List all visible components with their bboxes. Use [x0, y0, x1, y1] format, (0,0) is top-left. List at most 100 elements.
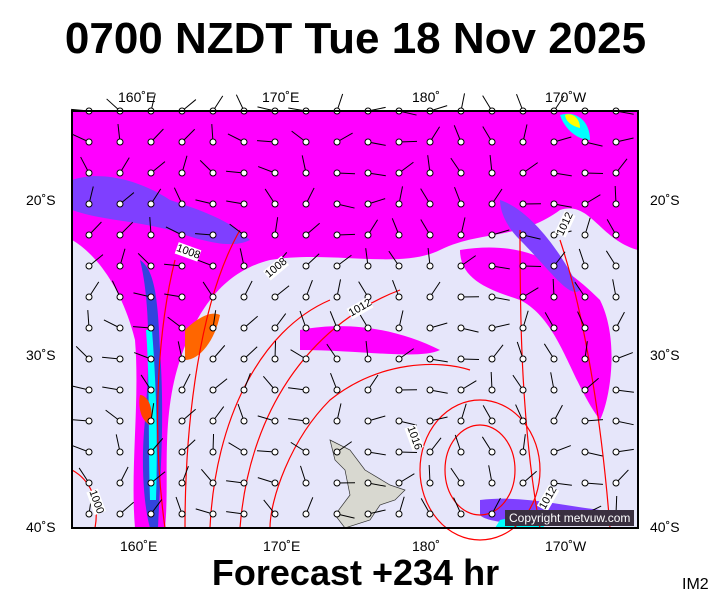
station-marker — [333, 479, 341, 487]
lat-label-left: 40˚S — [26, 519, 56, 535]
station-marker — [550, 417, 558, 425]
station-marker — [519, 293, 527, 301]
station-marker — [457, 479, 465, 487]
station-marker — [271, 355, 279, 363]
station-marker — [333, 231, 341, 239]
station-marker — [581, 386, 589, 394]
station-marker — [85, 417, 93, 425]
station-marker — [302, 262, 310, 270]
station-marker — [550, 200, 558, 208]
station-marker — [457, 324, 465, 332]
station-marker — [519, 417, 527, 425]
station-marker — [178, 262, 186, 270]
station-marker — [85, 448, 93, 456]
station-marker — [612, 386, 620, 394]
station-marker — [333, 448, 341, 456]
station-marker — [488, 138, 496, 146]
station-marker — [178, 386, 186, 394]
lon-label-bottom: 160˚E — [120, 538, 158, 554]
station-marker — [395, 169, 403, 177]
station-marker — [426, 448, 434, 456]
station-marker — [426, 479, 434, 487]
station-marker — [147, 200, 155, 208]
station-marker — [85, 386, 93, 394]
station-marker — [426, 262, 434, 270]
lat-label-right: 20˚S — [650, 192, 680, 208]
station-marker — [457, 448, 465, 456]
station-marker — [333, 169, 341, 177]
station-marker — [116, 293, 124, 301]
station-marker — [116, 386, 124, 394]
station-marker — [426, 200, 434, 208]
station-marker — [519, 138, 527, 146]
station-marker — [147, 169, 155, 177]
station-marker — [550, 386, 558, 394]
station-marker — [209, 510, 217, 518]
station-marker — [550, 324, 558, 332]
station-marker — [240, 200, 248, 208]
station-marker — [612, 200, 620, 208]
station-marker — [116, 510, 124, 518]
station-marker — [333, 324, 341, 332]
station-marker — [426, 417, 434, 425]
station-marker — [178, 355, 186, 363]
station-marker — [519, 386, 527, 394]
station-marker — [240, 355, 248, 363]
station-marker — [519, 479, 527, 487]
station-marker — [178, 138, 186, 146]
station-marker — [395, 293, 403, 301]
station-marker — [116, 169, 124, 177]
station-marker — [488, 417, 496, 425]
station-marker — [302, 293, 310, 301]
lon-label-bottom: 170˚W — [545, 538, 587, 554]
station-marker — [178, 200, 186, 208]
station-marker — [612, 479, 620, 487]
station-marker — [333, 355, 341, 363]
station-marker — [302, 479, 310, 487]
station-marker — [302, 324, 310, 332]
station-marker — [395, 386, 403, 394]
station-marker — [240, 479, 248, 487]
station-marker — [519, 200, 527, 208]
station-marker — [147, 293, 155, 301]
station-marker — [240, 293, 248, 301]
station-marker — [364, 355, 372, 363]
station-marker — [612, 355, 620, 363]
station-marker — [457, 293, 465, 301]
station-marker — [302, 138, 310, 146]
station-marker — [85, 293, 93, 301]
station-marker — [333, 200, 341, 208]
station-marker — [457, 169, 465, 177]
lon-label-top: 170˚W — [545, 89, 587, 105]
station-marker — [457, 231, 465, 239]
station-marker — [209, 231, 217, 239]
station-marker — [271, 293, 279, 301]
station-marker — [116, 231, 124, 239]
station-marker — [581, 262, 589, 270]
station-marker — [426, 293, 434, 301]
station-marker — [364, 324, 372, 332]
station-marker — [178, 479, 186, 487]
station-marker — [457, 386, 465, 394]
station-marker — [209, 293, 217, 301]
station-marker — [271, 448, 279, 456]
lon-label-top: 180˚ — [412, 89, 441, 105]
station-marker — [581, 324, 589, 332]
lat-label-left: 30˚S — [26, 347, 56, 363]
station-marker — [550, 262, 558, 270]
station-marker — [395, 417, 403, 425]
station-marker — [550, 169, 558, 177]
station-marker — [581, 448, 589, 456]
station-marker — [488, 262, 496, 270]
station-marker — [364, 231, 372, 239]
station-marker — [178, 324, 186, 332]
station-marker — [209, 355, 217, 363]
station-marker — [488, 200, 496, 208]
station-marker — [488, 355, 496, 363]
station-marker — [581, 231, 589, 239]
station-marker — [271, 231, 279, 239]
station-marker — [240, 324, 248, 332]
station-marker — [271, 169, 279, 177]
station-marker — [457, 510, 465, 518]
